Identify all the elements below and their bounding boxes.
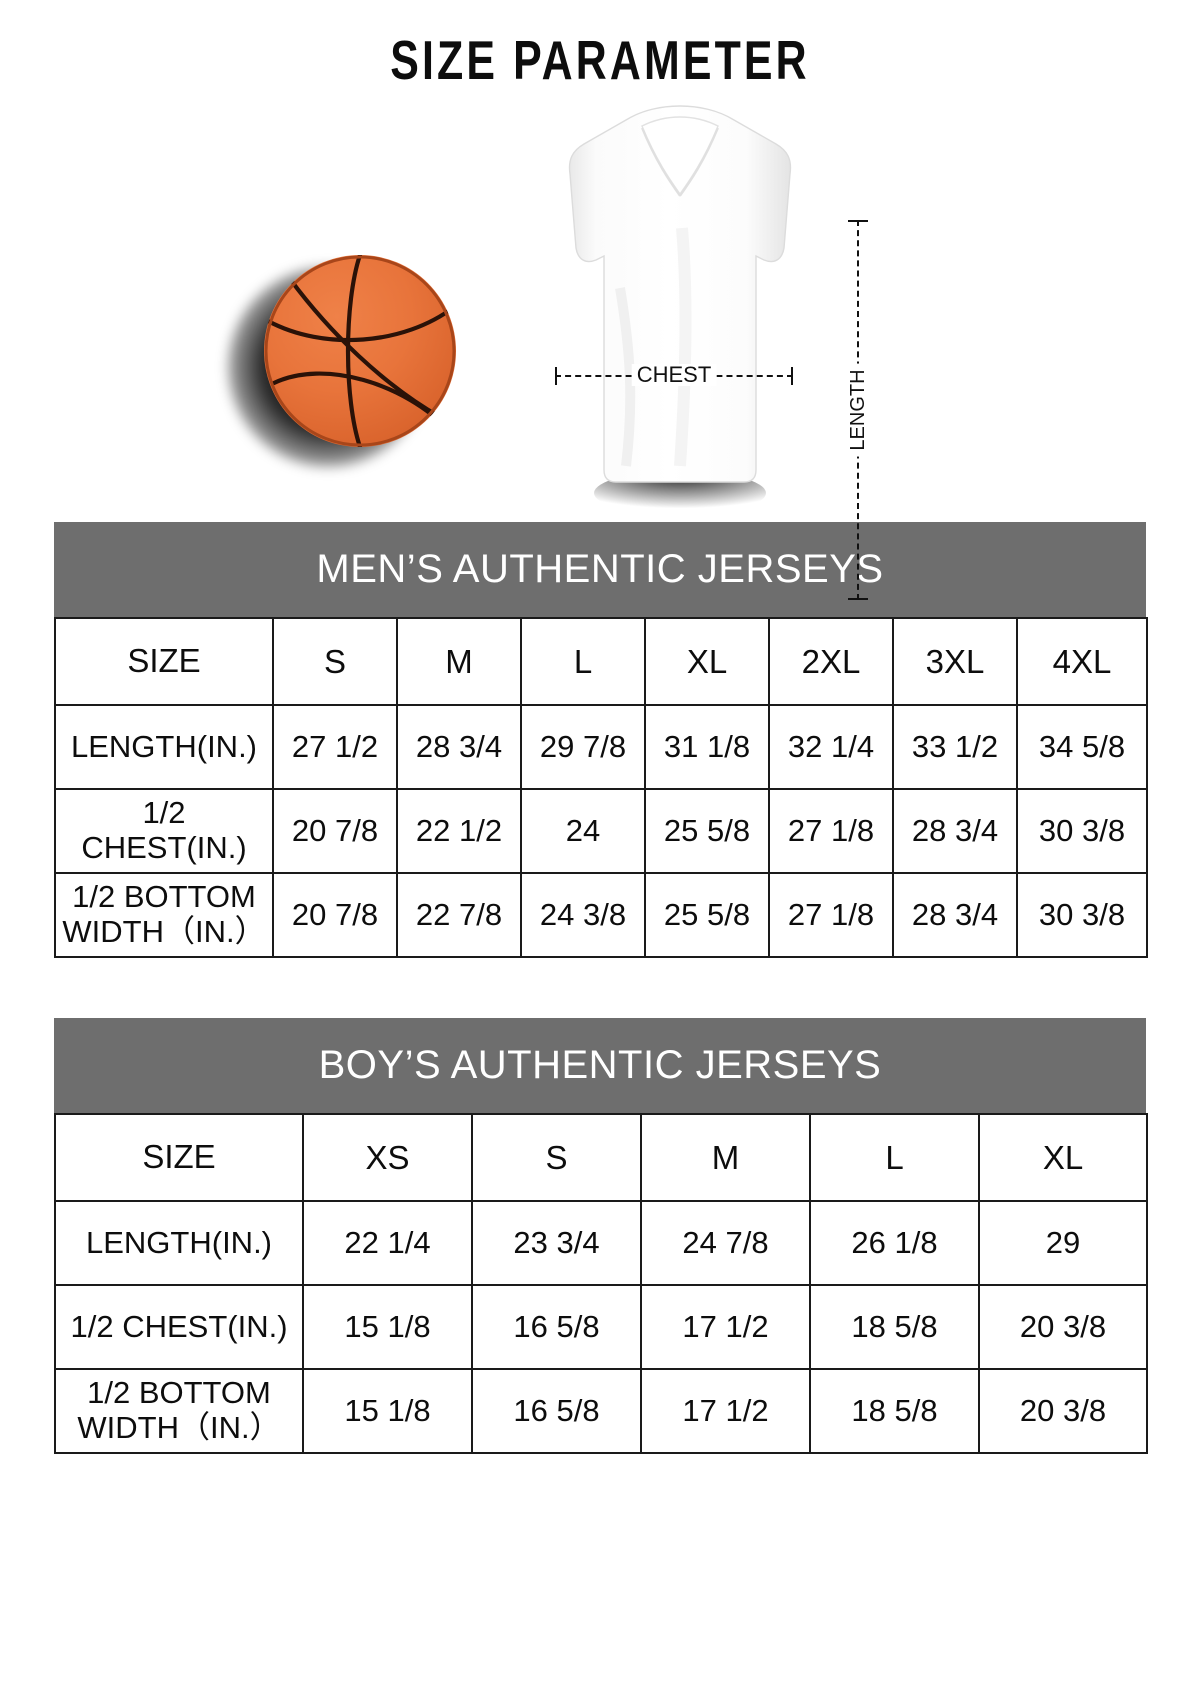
measurement-illustration: CHEST LENGTH: [0, 92, 1200, 600]
cell-chest-2xl: 27 1/8: [768, 788, 894, 874]
chest-label: CHEST: [631, 364, 717, 386]
cell-bottom-xl: 25 5/8: [644, 872, 770, 958]
cell-length-xl: 31 1/8: [644, 704, 770, 790]
row-label-half-bottom-width: 1/2 BOTTOM WIDTH（IN.）: [54, 1368, 304, 1454]
cell-chest-s: 16 5/8: [471, 1284, 642, 1370]
row-label-half-bottom-width: 1/2 BOTTOM WIDTH（IN.）: [54, 872, 274, 958]
cell-length-l: 29 7/8: [520, 704, 646, 790]
chest-tick-right: [791, 367, 793, 385]
header-cell-3xl: 3XL: [892, 617, 1018, 706]
row-label-line-1: 1/2 BOTTOM: [87, 1375, 271, 1411]
cell-chest-xs: 15 1/8: [302, 1284, 473, 1370]
cell-chest-xl: 25 5/8: [644, 788, 770, 874]
cell-chest-m: 22 1/2: [396, 788, 522, 874]
cell-chest-l: 24: [520, 788, 646, 874]
cell-bottom-m: 22 7/8: [396, 872, 522, 958]
table-row-header: SIZE XS S M L XL: [54, 1113, 1148, 1202]
table-row: LENGTH(IN.) 27 1/2 28 3/4 29 7/8 31 1/8 …: [54, 704, 1148, 790]
cell-chest-xl: 20 3/8: [978, 1284, 1148, 1370]
length-tick-bottom: [848, 598, 868, 600]
table-row: 1/2 CHEST(IN.) 20 7/8 22 1/2 24 25 5/8 2…: [54, 788, 1148, 874]
cell-length-2xl: 32 1/4: [768, 704, 894, 790]
cell-bottom-s: 20 7/8: [272, 872, 398, 958]
cell-bottom-m: 17 1/2: [640, 1368, 811, 1454]
cell-length-l: 26 1/8: [809, 1200, 980, 1286]
length-dimension-line: LENGTH: [845, 220, 871, 600]
cell-length-xs: 22 1/4: [302, 1200, 473, 1286]
basketball-graphic: [222, 247, 462, 487]
mens-size-table: SIZE S M L XL 2XL 3XL 4XL LENGTH(IN.) 27…: [54, 617, 1148, 958]
header-cell-l: L: [809, 1113, 980, 1202]
header-cell-2xl: 2XL: [768, 617, 894, 706]
row-label-line-1: 1/2 BOTTOM: [72, 879, 256, 915]
boys-jersey-size-table: BOY’S AUTHENTIC JERSEYS SIZE XS S M L XL…: [54, 1018, 1148, 1454]
cell-bottom-4xl: 30 3/8: [1016, 872, 1148, 958]
cell-chest-3xl: 28 3/4: [892, 788, 1018, 874]
header-cell-xl: XL: [978, 1113, 1148, 1202]
row-label-line-2: WIDTH（IN.）: [62, 914, 266, 949]
cell-bottom-l: 18 5/8: [809, 1368, 980, 1454]
cell-chest-l: 18 5/8: [809, 1284, 980, 1370]
header-cell-m: M: [396, 617, 522, 706]
header-cell-xl: XL: [644, 617, 770, 706]
header-cell-xs: XS: [302, 1113, 473, 1202]
header-cell-size: SIZE: [54, 1113, 304, 1202]
table-row: 1/2 CHEST(IN.) 15 1/8 16 5/8 17 1/2 18 5…: [54, 1284, 1148, 1370]
cell-length-xl: 29: [978, 1200, 1148, 1286]
length-label: LENGTH: [845, 363, 871, 457]
table-gap: [0, 958, 1200, 1018]
cell-length-s: 23 3/4: [471, 1200, 642, 1286]
cell-chest-s: 20 7/8: [272, 788, 398, 874]
header-cell-s: S: [471, 1113, 642, 1202]
boys-size-table: SIZE XS S M L XL LENGTH(IN.) 22 1/4 23 3…: [54, 1113, 1148, 1454]
cell-bottom-xs: 15 1/8: [302, 1368, 473, 1454]
cell-bottom-xl: 20 3/8: [978, 1368, 1148, 1454]
table-row: LENGTH(IN.) 22 1/4 23 3/4 24 7/8 26 1/8 …: [54, 1200, 1148, 1286]
cell-length-m: 24 7/8: [640, 1200, 811, 1286]
header-cell-l: L: [520, 617, 646, 706]
header-cell-s: S: [272, 617, 398, 706]
header-cell-m: M: [640, 1113, 811, 1202]
cell-chest-m: 17 1/2: [640, 1284, 811, 1370]
header-cell-4xl: 4XL: [1016, 617, 1148, 706]
row-label-length: LENGTH(IN.): [54, 704, 274, 790]
row-label-length: LENGTH(IN.): [54, 1200, 304, 1286]
cell-bottom-3xl: 28 3/4: [892, 872, 1018, 958]
cell-length-s: 27 1/2: [272, 704, 398, 790]
table-row: 1/2 BOTTOM WIDTH（IN.） 15 1/8 16 5/8 17 1…: [54, 1368, 1148, 1454]
row-label-line-2: WIDTH（IN.）: [77, 1410, 281, 1445]
cell-bottom-l: 24 3/8: [520, 872, 646, 958]
cell-bottom-2xl: 27 1/8: [768, 872, 894, 958]
basketball-icon: [264, 255, 456, 447]
table-row-header: SIZE S M L XL 2XL 3XL 4XL: [54, 617, 1148, 706]
jersey-graphic: [530, 98, 830, 508]
row-label-half-chest: 1/2 CHEST(IN.): [54, 1284, 304, 1370]
cell-bottom-s: 16 5/8: [471, 1368, 642, 1454]
cell-length-3xl: 33 1/2: [892, 704, 1018, 790]
cell-chest-4xl: 30 3/8: [1016, 788, 1148, 874]
row-label-half-chest: 1/2 CHEST(IN.): [54, 788, 274, 874]
chest-dimension-line: CHEST: [555, 364, 793, 386]
header-cell-size: SIZE: [54, 617, 274, 706]
cell-length-m: 28 3/4: [396, 704, 522, 790]
mens-jersey-size-table: MEN’S AUTHENTIC JERSEYS SIZE S M L XL 2X…: [54, 522, 1148, 958]
cell-length-4xl: 34 5/8: [1016, 704, 1148, 790]
table-row: 1/2 BOTTOM WIDTH（IN.） 20 7/8 22 7/8 24 3…: [54, 872, 1148, 958]
boys-table-banner: BOY’S AUTHENTIC JERSEYS: [54, 1018, 1146, 1113]
mens-table-banner: MEN’S AUTHENTIC JERSEYS: [54, 522, 1146, 617]
page-title: SIZE PARAMETER: [390, 29, 810, 91]
